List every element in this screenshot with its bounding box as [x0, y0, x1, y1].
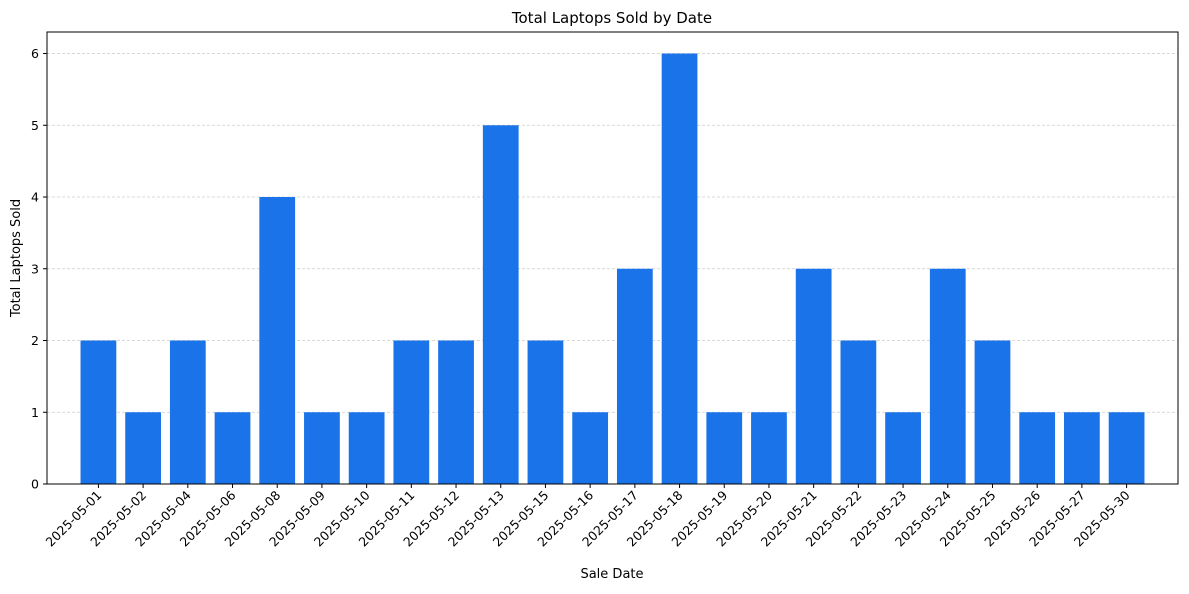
bar-2025-05-22: [840, 340, 877, 484]
bar-2025-05-19: [706, 412, 743, 484]
y-tick-label: 5: [31, 118, 39, 133]
bar-2025-05-09: [304, 412, 340, 484]
y-axis: 0 1 2 3 4 5 6: [31, 46, 47, 492]
bar-2025-05-26: [1019, 412, 1056, 484]
bar-2025-05-27: [1064, 412, 1100, 484]
bar-2025-05-23: [885, 412, 921, 484]
bar-2025-05-06: [214, 412, 251, 484]
y-tick-label: 2: [31, 333, 39, 348]
bar-2025-05-25: [974, 340, 1011, 484]
bar-2025-05-17: [616, 268, 653, 484]
y-axis-label: Total Laptops Sold: [9, 199, 24, 318]
y-tick-label: 0: [31, 477, 39, 492]
bar-2025-05-04: [169, 340, 206, 484]
bar-2025-05-20: [751, 412, 787, 484]
bars: [80, 53, 1145, 485]
bar-2025-05-08: [259, 197, 296, 484]
bar-2025-05-30: [1108, 412, 1145, 484]
bar-2025-05-11: [393, 340, 430, 484]
bar-2025-05-13: [482, 125, 519, 485]
bar-2025-05-10: [348, 412, 385, 484]
bar-2025-05-21: [795, 268, 832, 484]
y-tick-label: 4: [31, 190, 39, 205]
bar-2025-05-12: [438, 340, 474, 484]
y-tick-label: 3: [31, 261, 39, 276]
bar-2025-05-18: [661, 53, 698, 485]
chart-title: Total Laptops Sold by Date: [511, 9, 712, 27]
plot-frame: [46, 31, 1179, 485]
bar-2025-05-15: [527, 340, 564, 484]
x-axis: 2025-05-012025-05-022025-05-042025-05-06…: [43, 484, 1133, 549]
bar-2025-05-02: [125, 412, 161, 484]
y-tick-label: 1: [31, 405, 39, 420]
bar-2025-05-01: [80, 340, 117, 484]
bar-2025-05-16: [572, 412, 609, 484]
x-axis-label: Sale Date: [580, 567, 643, 582]
y-tick-label: 6: [31, 46, 39, 61]
bar-2025-05-24: [929, 268, 966, 484]
